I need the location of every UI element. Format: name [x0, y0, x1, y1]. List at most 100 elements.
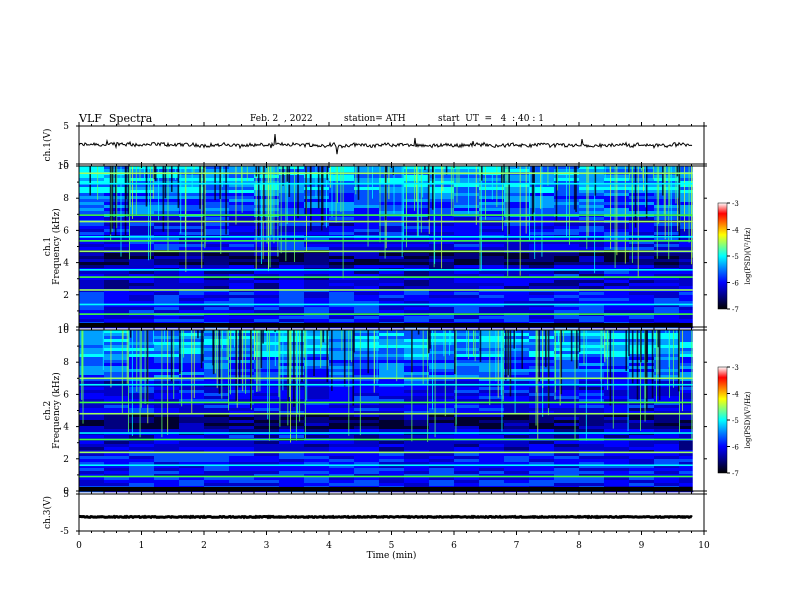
spectrogram-cell — [279, 336, 305, 340]
spectrogram-cell — [304, 372, 330, 376]
spectrogram-cell — [129, 307, 155, 311]
spectrogram-cell — [579, 259, 605, 263]
spectrogram-cell — [454, 196, 480, 200]
spectrogram-cell — [604, 417, 630, 421]
spectrogram-cell — [154, 178, 180, 182]
spectrogram-cell — [204, 241, 230, 245]
spectrogram-cell — [479, 471, 505, 475]
spectrogram-cell — [454, 319, 480, 323]
spectrogram-cell — [429, 366, 455, 370]
spectrogram-cell — [229, 477, 255, 481]
spectrogram-cell — [129, 223, 155, 227]
y-tick-label: 10 — [58, 326, 70, 336]
spectrogram-cell — [254, 429, 280, 433]
spectrogram-cell — [679, 453, 694, 457]
spectrogram-cell — [379, 357, 405, 361]
spectrogram-cell — [579, 336, 605, 340]
spectrogram-cell — [254, 369, 280, 373]
spectrogram-cell — [79, 366, 105, 370]
spectrogram-cell — [429, 444, 455, 448]
sferic-line — [173, 330, 175, 399]
spectrogram-cell — [479, 190, 505, 194]
spectrogram-cell — [79, 411, 105, 415]
spectrogram-cell — [354, 271, 380, 275]
spectrogram-cell — [454, 381, 480, 385]
spectrogram-cell — [454, 447, 480, 451]
spectrogram-cell — [679, 429, 694, 433]
spectrogram-cell — [529, 453, 555, 457]
spectrogram-cell — [529, 423, 555, 427]
spectrogram-cell — [479, 414, 505, 418]
spectrogram-cell — [404, 304, 430, 308]
spectrogram-cell — [379, 274, 405, 278]
spectrogram-cell — [379, 304, 405, 308]
spectrogram-cell — [304, 336, 330, 340]
sferic-line — [386, 330, 388, 371]
spectrogram-cell — [429, 477, 455, 481]
spectrogram-cell — [554, 468, 580, 472]
spectrogram-cell — [379, 238, 405, 242]
sferic-line — [266, 166, 268, 244]
spectrogram-cell — [254, 247, 280, 251]
quiet-gap — [353, 330, 355, 353]
spectrogram-cell — [454, 205, 480, 209]
spectrogram-cell — [479, 456, 505, 460]
spectrogram-cell — [604, 348, 630, 352]
spectrogram-cell — [154, 202, 180, 206]
spectrogram-cell — [554, 393, 580, 397]
spectrogram-cell — [379, 447, 405, 451]
sferic-line — [282, 330, 284, 391]
colorbar-tick-label: -6 — [732, 280, 739, 288]
spectrogram-cell — [204, 333, 230, 337]
spectrogram-cell — [154, 196, 180, 200]
spectrogram-cell — [179, 298, 205, 302]
sferic-line — [444, 330, 446, 417]
quiet-gap — [288, 166, 291, 197]
sferic-line — [82, 330, 84, 424]
spectrogram-cell — [354, 166, 380, 170]
spectrogram-cell — [629, 381, 655, 385]
spectrogram-cell — [579, 444, 605, 448]
spectrogram-cell — [454, 280, 480, 284]
spectrogram-cell — [154, 199, 180, 203]
spectrogram-cell — [104, 441, 130, 445]
spectrogram-cell — [329, 208, 355, 212]
spectrogram-cell — [279, 193, 305, 197]
spectrogram-cell — [504, 319, 530, 323]
transmitter-line — [79, 451, 693, 454]
spectrogram-cell — [554, 247, 580, 251]
spectrogram-cell — [379, 307, 405, 311]
transmitter-line — [79, 276, 693, 278]
spectrogram-cell — [404, 280, 430, 284]
spectrogram-cell — [379, 348, 405, 352]
spectrogram-cell — [354, 304, 380, 308]
spectrogram-cell — [129, 298, 155, 302]
spectrogram-cell — [204, 211, 230, 215]
spectrogram-cell — [179, 441, 205, 445]
sferic-line — [184, 166, 186, 173]
spectrogram-cell — [479, 396, 505, 400]
spectrogram-cell — [354, 423, 380, 427]
spectrogram-cell — [279, 351, 305, 355]
spectrogram-cell — [304, 211, 330, 215]
spectrogram-cell — [104, 292, 130, 296]
spectrogram-cell — [204, 196, 230, 200]
spectrogram-cell — [479, 357, 505, 361]
spectrogram-cell — [154, 378, 180, 382]
spectrogram-cell — [129, 280, 155, 284]
spectrogram-cell — [154, 402, 180, 406]
spectrogram-cell — [229, 295, 255, 299]
spectrogram-cell — [379, 396, 405, 400]
transmitter-line — [79, 383, 693, 386]
spectrogram-cell — [204, 477, 230, 481]
spectrogram-cell — [529, 462, 555, 466]
spectrogram-cell — [254, 295, 280, 299]
quiet-gap — [197, 330, 199, 339]
spectrogram-cell — [654, 360, 680, 364]
spectrogram-cell — [504, 468, 530, 472]
spectrogram-cell — [504, 178, 530, 182]
spectrogram-cell — [654, 465, 680, 469]
sferic-line — [280, 166, 282, 254]
spectrogram-cell — [154, 229, 180, 233]
spectrogram-cell — [129, 184, 155, 188]
